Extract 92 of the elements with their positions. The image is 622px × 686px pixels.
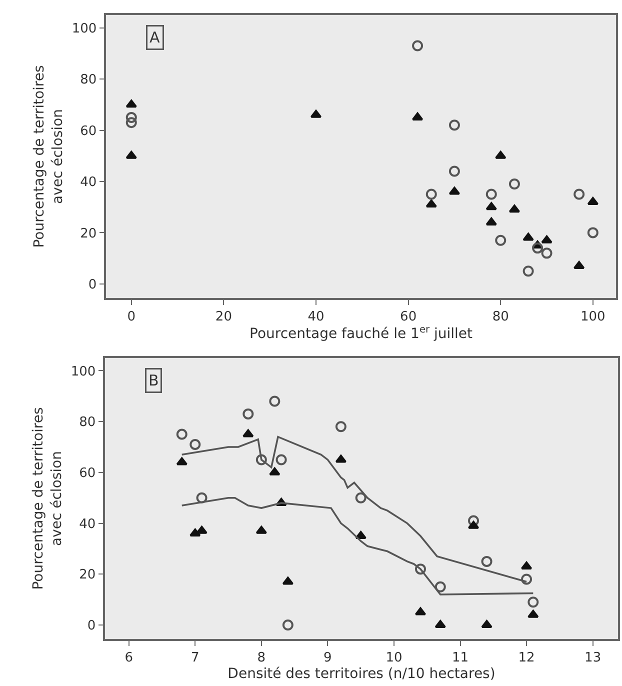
point — [508, 204, 520, 213]
y-tick-label: 20 — [80, 226, 97, 242]
point — [276, 454, 287, 466]
x-tick-label: 10 — [386, 650, 402, 666]
point — [414, 564, 426, 575]
point — [541, 248, 552, 259]
point — [520, 562, 532, 570]
point — [355, 492, 366, 504]
point — [310, 110, 322, 118]
x-tick-label: 11 — [452, 650, 469, 666]
x-tick-label: 8 — [257, 650, 266, 666]
point — [414, 607, 426, 616]
point — [282, 576, 294, 585]
y-axis-title: Pourcentage de territoires avec éclosion — [32, 65, 66, 248]
point — [573, 260, 585, 269]
point — [574, 188, 585, 200]
point — [468, 520, 480, 529]
point — [190, 528, 201, 536]
y-tick-label: 100 — [70, 364, 96, 380]
point — [126, 100, 137, 108]
point — [256, 526, 268, 534]
point — [269, 396, 280, 407]
point — [495, 234, 506, 246]
point — [412, 112, 424, 120]
annotation: A — [150, 28, 160, 46]
y-tick-label: 0 — [87, 618, 96, 634]
point — [528, 596, 539, 608]
point — [190, 438, 201, 450]
x-tick-label: 60 — [400, 309, 417, 324]
point — [256, 454, 267, 466]
point — [434, 620, 446, 628]
point — [448, 120, 460, 131]
y-tick-label: 60 — [79, 466, 96, 481]
point — [176, 428, 188, 440]
point — [541, 235, 552, 244]
y-tick-label: 60 — [80, 124, 97, 139]
point — [522, 266, 534, 277]
y-tick-label: 40 — [80, 175, 97, 190]
x-tick-label: 12 — [518, 650, 535, 666]
point — [486, 217, 497, 226]
x-tick-label: 0 — [127, 309, 136, 324]
y-axis-title: Pourcentage de territoires avec éclosion — [30, 407, 65, 590]
point — [481, 620, 492, 628]
point — [176, 457, 188, 466]
point — [335, 421, 346, 432]
point — [269, 467, 280, 476]
point — [335, 454, 347, 463]
x-tick-label: 9 — [324, 650, 332, 666]
x-tick-label: 100 — [580, 309, 606, 324]
point — [521, 574, 532, 585]
point — [126, 112, 137, 123]
y-tick-label: 80 — [79, 415, 96, 430]
point — [242, 429, 254, 438]
point — [587, 227, 598, 238]
point — [412, 40, 424, 52]
x-axis-title: Pourcentage fauché le 1$^{er}$ juillet — [250, 324, 473, 342]
y-tick-label: 100 — [72, 21, 97, 36]
point — [508, 178, 520, 190]
y-tick-label: 20 — [79, 568, 96, 583]
point — [522, 232, 534, 241]
x-tick-label: 6 — [124, 650, 133, 666]
point — [242, 408, 254, 420]
x-tick-label: 13 — [584, 650, 602, 666]
point — [587, 196, 599, 205]
point — [448, 186, 460, 195]
point — [126, 150, 137, 159]
point — [448, 166, 460, 177]
point — [528, 610, 539, 618]
point — [196, 526, 208, 534]
x-axis-title: Densité des territoires (n/10 hectares) — [228, 666, 496, 682]
y-tick-label: 80 — [80, 72, 97, 88]
point — [486, 202, 497, 210]
point — [532, 242, 544, 254]
point — [495, 150, 506, 159]
point — [468, 515, 480, 526]
point — [481, 556, 492, 567]
point — [426, 200, 437, 208]
line-series — [180, 496, 534, 596]
point — [355, 531, 366, 540]
annotation: B — [148, 372, 159, 390]
point — [434, 581, 446, 592]
point — [486, 188, 497, 200]
y-tick-label: 0 — [88, 277, 97, 292]
x-tick-label: 20 — [215, 309, 232, 324]
point — [126, 117, 137, 128]
x-tick-label: 7 — [191, 650, 200, 666]
point — [196, 492, 208, 504]
x-tick-label: 80 — [492, 309, 509, 324]
x-tick-label: 40 — [308, 309, 324, 324]
y-tick-label: 40 — [79, 516, 96, 532]
point — [426, 188, 437, 200]
point — [282, 620, 294, 631]
